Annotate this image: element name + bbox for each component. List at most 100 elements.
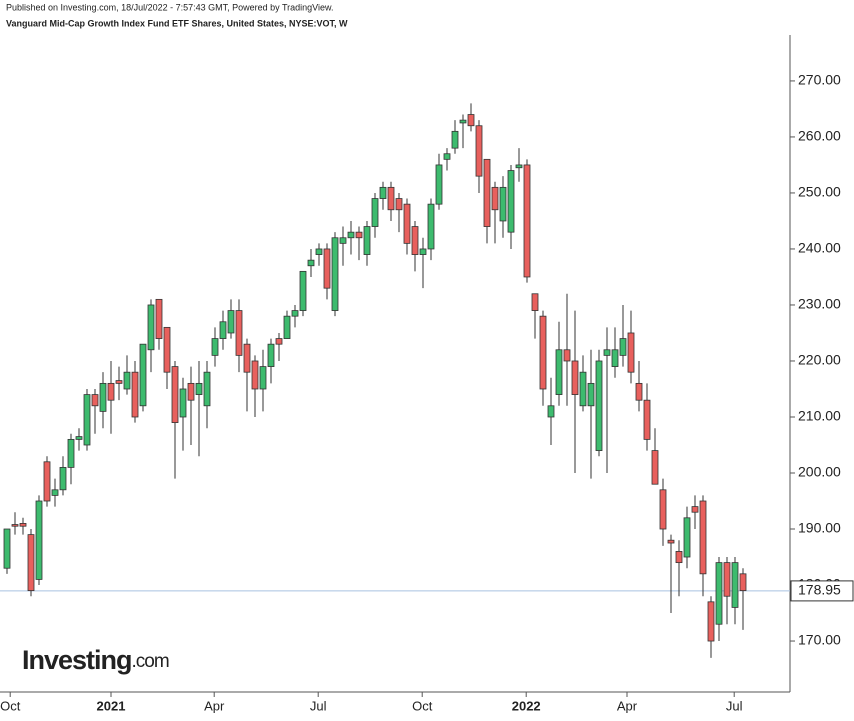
candle-body (35, 500, 43, 580)
candle-body (291, 310, 299, 317)
candle-body (227, 310, 235, 334)
candle-body (419, 248, 427, 255)
candle-body (347, 231, 355, 239)
candle-body (275, 338, 283, 345)
logo-suffix: .com (132, 651, 169, 672)
candle-body (547, 405, 555, 418)
candle-body (371, 198, 379, 227)
candle-body (531, 293, 539, 311)
candle-body (539, 315, 547, 390)
chart-title: Vanguard Mid-Cap Growth Index Fund ETF S… (6, 18, 348, 28)
candle-body (331, 237, 339, 311)
candle-body (27, 534, 35, 592)
candle-body (395, 198, 403, 211)
candle-body (243, 343, 251, 373)
candle-body (555, 349, 563, 395)
candle-body (59, 466, 67, 491)
candle-body (75, 436, 83, 440)
candle-body (731, 562, 739, 608)
candle-body (107, 382, 115, 401)
candle-body (355, 231, 363, 239)
candle-body (627, 332, 635, 373)
candle-body (379, 186, 387, 199)
candle-body (315, 248, 323, 255)
candle-body (83, 394, 91, 446)
candle-body (707, 601, 715, 642)
candle-body (683, 517, 691, 558)
candle-body (563, 349, 571, 362)
candle-body (619, 338, 627, 356)
candle-body (675, 551, 683, 564)
candle-body (595, 360, 603, 451)
published-note: Published on Investing.com, 18/Jul/2022 … (6, 2, 334, 12)
x-tick-label: Oct (412, 698, 433, 713)
candle-body (659, 489, 667, 530)
candle-body (3, 528, 11, 569)
candle-body (667, 539, 675, 544)
candle-body (43, 461, 51, 502)
candle-body (715, 562, 723, 625)
logo-main: Investing (22, 645, 132, 675)
x-tick-label: Apr (617, 698, 638, 713)
candle-body (651, 450, 659, 485)
candle-body (467, 114, 475, 127)
y-tick-label: 260.00 (798, 128, 841, 144)
candle-body (323, 248, 331, 289)
candle-body (643, 399, 651, 440)
last-price-box (790, 580, 854, 602)
candle-body (723, 562, 731, 597)
x-tick-label: 2022 (512, 698, 541, 713)
candle-body (611, 349, 619, 367)
candle-body (259, 366, 267, 390)
candle-body (115, 380, 123, 384)
candle-body (187, 382, 195, 401)
candle-body (363, 226, 371, 255)
candle-body (99, 382, 107, 412)
last-price-label: 178.95 (798, 582, 841, 598)
y-tick-label: 230.00 (798, 296, 841, 312)
candle-body (435, 164, 443, 205)
logo: Investing.com (22, 645, 169, 675)
candle-body (515, 164, 523, 169)
candle-body (507, 170, 515, 233)
candle-body (251, 360, 259, 390)
candle-body (387, 186, 395, 211)
y-tick-label: 190.00 (798, 520, 841, 536)
candle-body (411, 226, 419, 255)
candle-body (267, 343, 275, 367)
candle-body (523, 164, 531, 278)
candle-body (579, 371, 587, 407)
candle-body (67, 438, 75, 468)
candle-body (171, 366, 179, 423)
candle-body (51, 489, 59, 496)
candle-body (699, 500, 707, 575)
x-tick-label: Jul (726, 698, 743, 713)
candle-body (443, 153, 451, 160)
candle-body (587, 382, 595, 407)
candle-body (483, 158, 491, 227)
candle-body (163, 326, 171, 373)
candle-body (19, 523, 27, 527)
candle-body (739, 573, 747, 592)
candle-body (195, 382, 203, 395)
candle-body (235, 310, 243, 356)
candle-body (571, 360, 579, 395)
candle-body (427, 203, 435, 250)
candle-body (139, 343, 147, 407)
candle-body (155, 298, 163, 339)
candle-body (491, 186, 499, 211)
candle-body (307, 259, 315, 267)
candle-body (123, 371, 131, 390)
x-tick-label: Apr (204, 698, 225, 713)
candle-body (475, 125, 483, 177)
candle-body (339, 237, 347, 244)
candle-body (211, 338, 219, 356)
x-tick-label: 2021 (97, 698, 126, 713)
y-tick-label: 270.00 (798, 72, 841, 88)
candle-body (11, 524, 19, 527)
candle-body (635, 382, 643, 401)
candle-body (691, 506, 699, 513)
candle-body (219, 321, 227, 339)
x-tick-label: Jul (310, 698, 327, 713)
